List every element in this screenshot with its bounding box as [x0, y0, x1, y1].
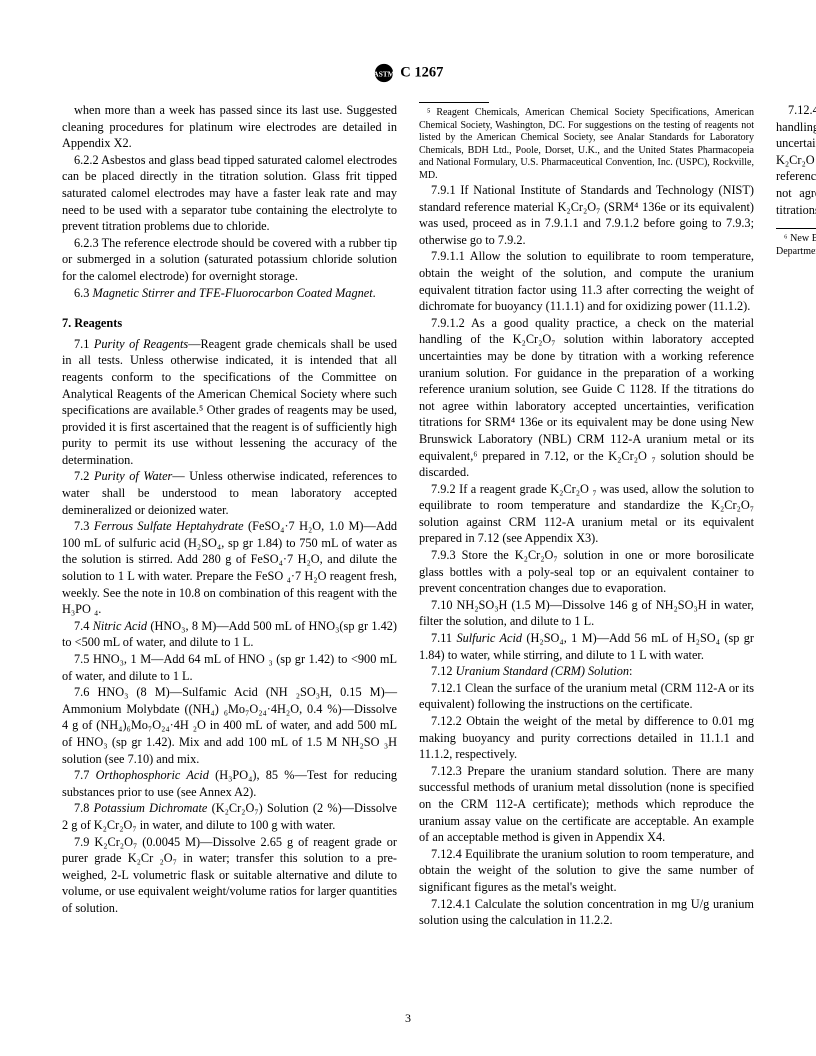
- para-793: 7.9.3 Store the K₂Cr₂O₇ solution in one …: [419, 547, 754, 597]
- para-63: 6.3 Magnetic Stirrer and TFE-Fluorocarbo…: [62, 285, 397, 302]
- para-7123: 7.12.3 Prepare the uranium standard solu…: [419, 763, 754, 846]
- page-header: ASTM C 1267: [62, 62, 754, 84]
- para-76: 7.6 HNO₃ (8 M)—Sulfamic Acid (NH ₂SO₃H, …: [62, 684, 397, 767]
- footnote-5: ⁵ Reagent Chemicals, American Chemical S…: [419, 107, 754, 182]
- para-7121: 7.12.1 Clean the surface of the uranium …: [419, 680, 754, 713]
- footnote-right-block: ⁶ New Brunswick Laboratory (NBL) Certifi…: [776, 228, 816, 258]
- para-71242: 7.12.4.2 As a good quality practice, a c…: [776, 102, 816, 218]
- section-7-head: 7. Reagents: [62, 315, 397, 332]
- page-number: 3: [0, 1010, 816, 1026]
- astm-logo-icon: ASTM: [373, 62, 395, 84]
- para-7124: 7.12.4 Equilibrate the uranium solution …: [419, 846, 754, 896]
- para-71: 7.1 Purity of Reagents—Reagent grade che…: [62, 336, 397, 469]
- para-791: 7.9.1 If National Institute of Standards…: [419, 182, 754, 248]
- para-7912: 7.9.1.2 As a good quality practice, a ch…: [419, 315, 754, 481]
- footnote-left-block: ⁵ Reagent Chemicals, American Chemical S…: [419, 102, 754, 182]
- standard-number: C 1267: [400, 64, 443, 80]
- footnote-rule-right: [776, 228, 816, 229]
- body-columns: when more than a week has passed since i…: [62, 102, 754, 932]
- para-79: 7.9 K₂Cr₂O₇ (0.0045 M)—Dissolve 2.65 g o…: [62, 834, 397, 917]
- para-622: 6.2.2 Asbestos and glass bead tipped sat…: [62, 152, 397, 235]
- para-623: 6.2.3 The reference electrode should be …: [62, 235, 397, 285]
- svg-text:ASTM: ASTM: [373, 70, 394, 79]
- para-63-text: 6.3 Magnetic Stirrer and TFE-Fluorocarbo…: [74, 286, 376, 300]
- para-792: 7.9.2 If a reagent grade K₂Cr₂O ₇ was us…: [419, 481, 754, 547]
- para-7911: 7.9.1.1 Allow the solution to equilibrat…: [419, 248, 754, 314]
- page: ASTM C 1267 when more than a week has pa…: [0, 0, 816, 1056]
- para-74: 7.4 Nitric Acid (HNO₃, 8 M)—Add 500 mL o…: [62, 618, 397, 651]
- para-77: 7.7 Orthophosphoric Acid (H₃PO₄), 85 %—T…: [62, 767, 397, 800]
- para-71241: 7.12.4.1 Calculate the solution concentr…: [419, 896, 754, 929]
- para-intro: when more than a week has passed since i…: [62, 102, 397, 152]
- para-711: 7.11 Sulfuric Acid (H₂SO₄, 1 M)—Add 56 m…: [419, 630, 754, 663]
- para-78: 7.8 Potassium Dichromate (K₂Cr₂O₇) Solut…: [62, 800, 397, 833]
- para-712: 7.12 Uranium Standard (CRM) Solution:: [419, 663, 754, 680]
- para-73: 7.3 Ferrous Sulfate Heptahydrate (FeSO₄·…: [62, 518, 397, 618]
- para-710: 7.10 NH₂SO₃H (1.5 M)—Dissolve 146 g of N…: [419, 597, 754, 630]
- footnote-rule-left: [419, 102, 489, 103]
- para-7122: 7.12.2 Obtain the weight of the metal by…: [419, 713, 754, 763]
- footnote-6: ⁶ New Brunswick Laboratory (NBL) Certifi…: [776, 233, 816, 258]
- para-72: 7.2 Purity of Water— Unless otherwise in…: [62, 468, 397, 518]
- para-75: 7.5 HNO₃, 1 M—Add 64 mL of HNO ₃ (sp gr …: [62, 651, 397, 684]
